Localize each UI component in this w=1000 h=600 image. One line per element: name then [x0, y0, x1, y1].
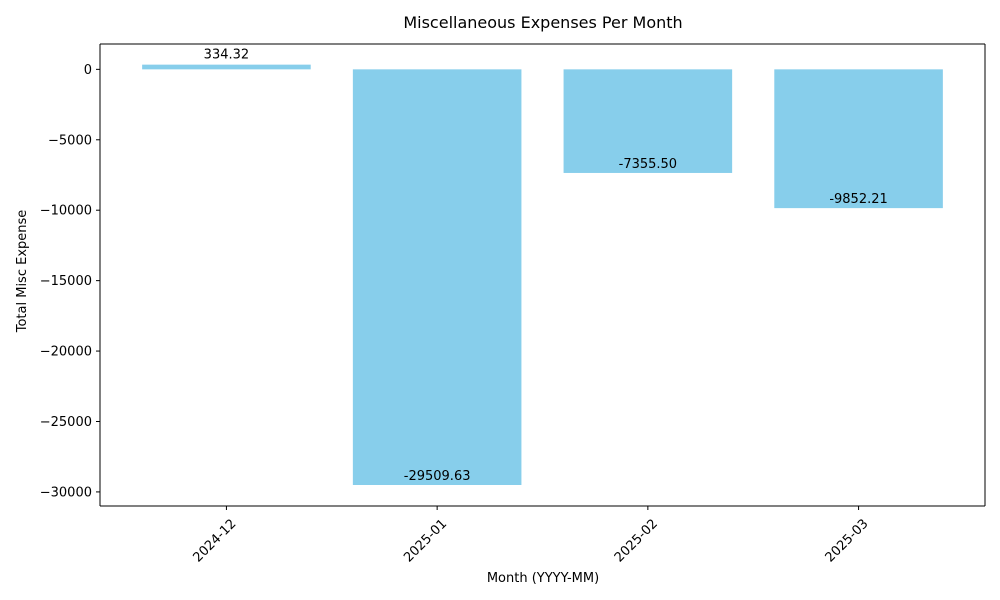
bar-2024-12: [142, 64, 311, 70]
y-tick-label: −10000: [40, 204, 92, 219]
y-tick-label: 0: [84, 63, 92, 78]
data-label-2025-03: -9852.21: [829, 192, 887, 207]
bar-2025-02: [563, 69, 733, 173]
bars-layer: [142, 64, 943, 485]
x-tick-label: 2024-12: [190, 516, 239, 565]
x-tick-label: 2025-01: [401, 516, 450, 565]
y-tick-label: −5000: [48, 133, 92, 148]
y-axis-label: Total Misc Expense: [15, 210, 30, 334]
bar-2025-03: [774, 69, 943, 209]
y-tick-label: −30000: [40, 485, 92, 500]
data-label-2025-02: -7355.50: [619, 157, 677, 172]
data-label-2024-12: 334.32: [204, 48, 250, 63]
y-tick-label: −25000: [40, 415, 92, 430]
x-tick-label: 2025-02: [612, 516, 661, 565]
data-label-2025-01: -29509.63: [404, 469, 471, 484]
y-tick-label: −15000: [40, 274, 92, 289]
x-tick-label: 2025-03: [823, 516, 872, 565]
x-axis-label: Month (YYYY-MM): [487, 571, 599, 586]
y-tick-label: −20000: [40, 345, 92, 360]
data-labels-layer: 334.32 -29509.63 -7355.50 -9852.21: [204, 48, 888, 484]
bar-2025-01: [352, 69, 522, 485]
chart-title: Miscellaneous Expenses Per Month: [403, 13, 682, 32]
